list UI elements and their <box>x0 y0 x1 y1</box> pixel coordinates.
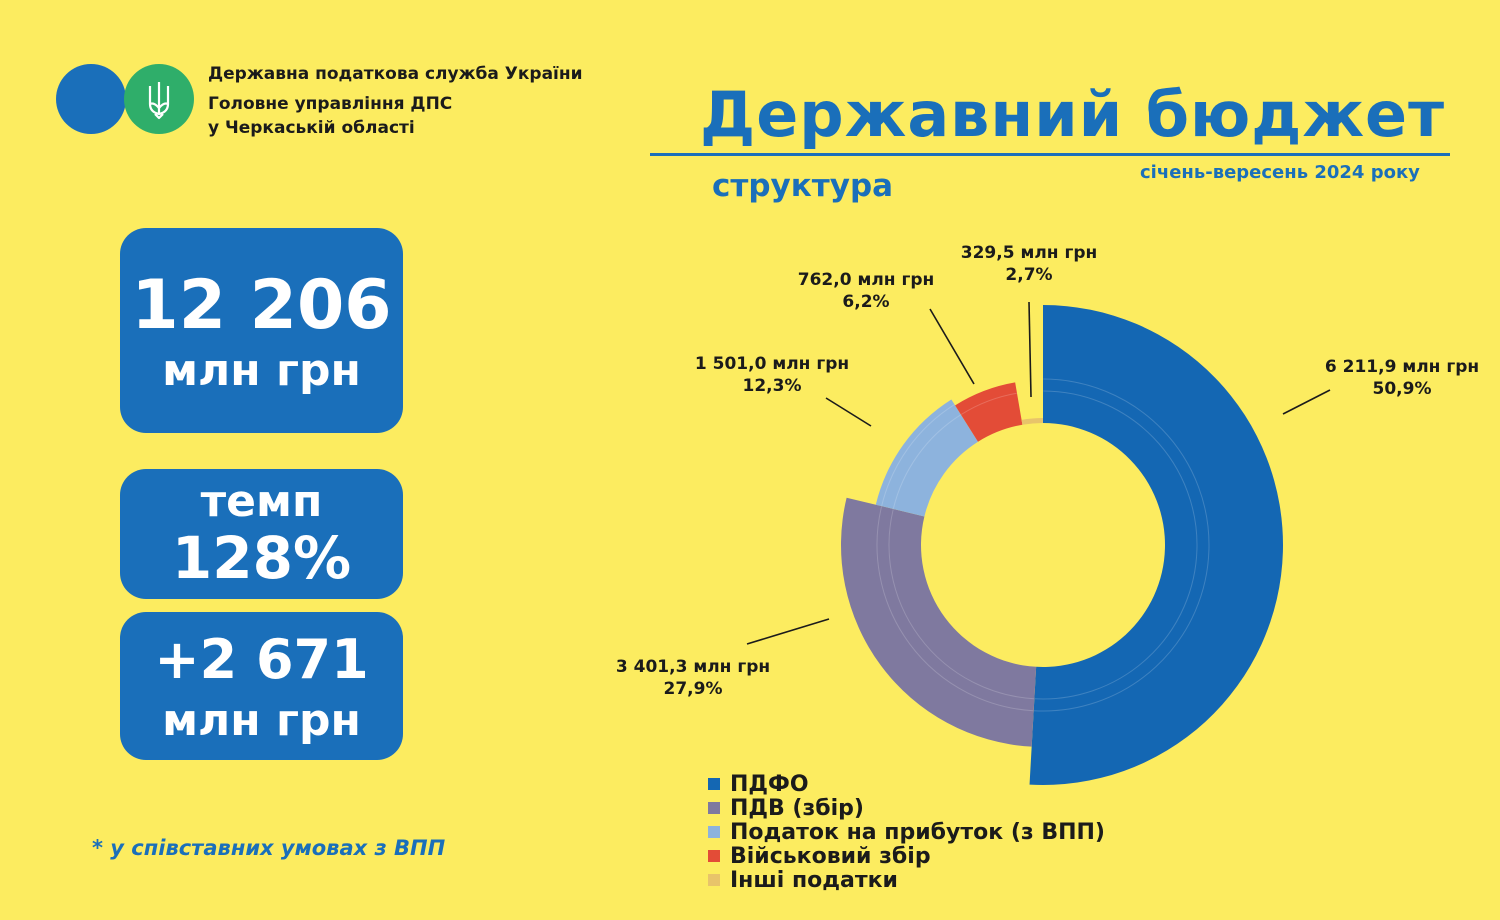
trident-icon <box>148 82 170 120</box>
slice-value-label: 1 501,0 млн грн <box>695 354 849 374</box>
donut-slice <box>841 497 1037 747</box>
legend-item: Податок на прибуток (з ВПП) <box>708 819 1105 845</box>
legend-item: ПДВ (збір) <box>708 795 1105 821</box>
slice-value-label: 762,0 млн грн <box>798 270 935 290</box>
page-title: Державний бюджет <box>700 78 1446 151</box>
logo-blue-circle <box>56 64 126 134</box>
total-revenue-value: 12 206 <box>131 266 392 345</box>
donut-slice <box>1021 418 1043 425</box>
growth-amount-value: +2 671 <box>154 628 369 691</box>
legend-label: Інші податки <box>730 867 898 893</box>
growth-rate-value: 128% <box>171 524 352 592</box>
slice-leader-line <box>1028 301 1032 398</box>
legend-swatch <box>708 874 720 886</box>
legend-swatch <box>708 826 720 838</box>
slice-leader-line <box>1282 389 1331 415</box>
slice-percent-label: 12,3% <box>743 376 802 396</box>
slice-guide-ring <box>1033 378 1210 712</box>
org-department: Головне управління ДПС <box>208 94 453 114</box>
slice-guide-ring <box>876 506 1034 712</box>
legend-swatch <box>708 802 720 814</box>
slice-percent-label: 6,2% <box>842 292 889 312</box>
legend-label: Податок на прибуток (з ВПП) <box>730 819 1105 845</box>
slice-guide-ring <box>881 404 955 506</box>
chart-legend: ПДФО ПДВ (збір) Податок на прибуток (з ВПП… <box>708 771 1105 893</box>
growth-rate-card: темп 128% <box>120 469 403 599</box>
slice-guide-ring <box>960 392 1017 415</box>
period-label: січень-вересень 2024 року <box>1140 162 1420 183</box>
growth-amount-unit: млн грн <box>162 695 361 746</box>
footnote: * у співставних умовах з ВПП <box>92 836 446 860</box>
legend-swatch <box>708 850 720 862</box>
slice-guide-ring <box>892 414 961 509</box>
slice-guide-ring <box>888 509 1035 700</box>
slice-leader-line <box>746 618 830 645</box>
slice-percent-label: 2,7% <box>1005 265 1052 285</box>
org-region: у Черкаській області <box>208 118 415 138</box>
donut-slice <box>875 399 979 517</box>
total-revenue-unit: млн грн <box>162 345 361 396</box>
legend-label: ПДФО <box>730 771 809 797</box>
donut-slice <box>955 382 1023 442</box>
slice-percent-label: 27,9% <box>664 679 723 699</box>
page-subtitle: структура <box>712 168 894 204</box>
slice-value-label: 6 211,9 млн грн <box>1325 357 1479 377</box>
slice-value-label: 329,5 млн грн <box>961 243 1098 263</box>
legend-swatch <box>708 778 720 790</box>
legend-item: Військовий збір <box>708 843 1105 869</box>
legend-label: Військовий збір <box>730 843 931 869</box>
slice-leader-line <box>825 397 872 427</box>
slice-guide-ring <box>1034 390 1198 700</box>
slice-leader-line <box>929 308 975 385</box>
growth-amount-card: +2 671 млн грн <box>120 612 403 760</box>
growth-rate-label: темп <box>200 476 323 527</box>
title-divider <box>650 153 1450 156</box>
total-revenue-card: 12 206 млн грн <box>120 228 403 433</box>
legend-item: ПДФО <box>708 771 1105 797</box>
org-name: Державна податкова служба України <box>208 64 583 84</box>
legend-label: ПДВ (збір) <box>730 795 864 821</box>
slice-percent-label: 50,9% <box>1373 379 1432 399</box>
slice-value-label: 3 401,3 млн грн <box>616 657 770 677</box>
donut-slice <box>1029 305 1283 785</box>
legend-item: Інші податки <box>708 867 1105 893</box>
